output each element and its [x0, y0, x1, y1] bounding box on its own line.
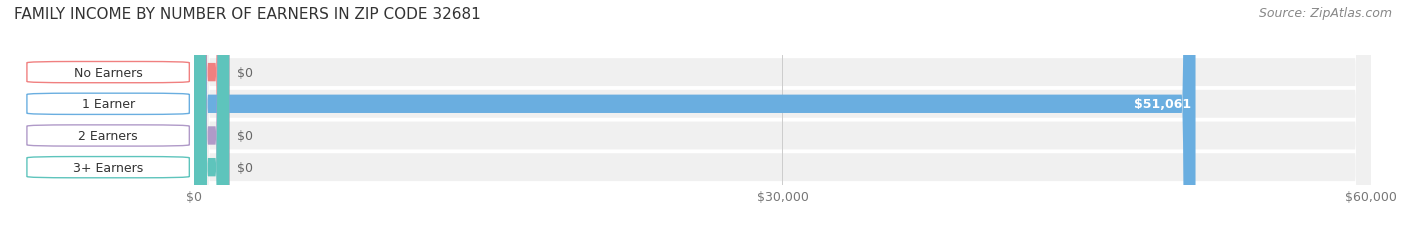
FancyBboxPatch shape — [194, 0, 1371, 231]
FancyBboxPatch shape — [194, 0, 229, 231]
FancyBboxPatch shape — [27, 94, 190, 115]
FancyBboxPatch shape — [27, 62, 190, 83]
Text: No Earners: No Earners — [73, 66, 142, 79]
FancyBboxPatch shape — [194, 0, 229, 231]
FancyBboxPatch shape — [27, 125, 190, 146]
Text: $0: $0 — [238, 66, 253, 79]
FancyBboxPatch shape — [194, 0, 1195, 231]
FancyBboxPatch shape — [194, 0, 229, 231]
Text: 3+ Earners: 3+ Earners — [73, 161, 143, 174]
FancyBboxPatch shape — [27, 157, 190, 178]
Text: $0: $0 — [238, 161, 253, 174]
Text: Source: ZipAtlas.com: Source: ZipAtlas.com — [1258, 7, 1392, 20]
FancyBboxPatch shape — [194, 0, 1371, 231]
Text: $51,061: $51,061 — [1135, 98, 1192, 111]
Text: FAMILY INCOME BY NUMBER OF EARNERS IN ZIP CODE 32681: FAMILY INCOME BY NUMBER OF EARNERS IN ZI… — [14, 7, 481, 22]
FancyBboxPatch shape — [194, 0, 1371, 231]
Text: $0: $0 — [238, 129, 253, 142]
Text: 1 Earner: 1 Earner — [82, 98, 135, 111]
FancyBboxPatch shape — [194, 0, 1371, 231]
Text: 2 Earners: 2 Earners — [79, 129, 138, 142]
